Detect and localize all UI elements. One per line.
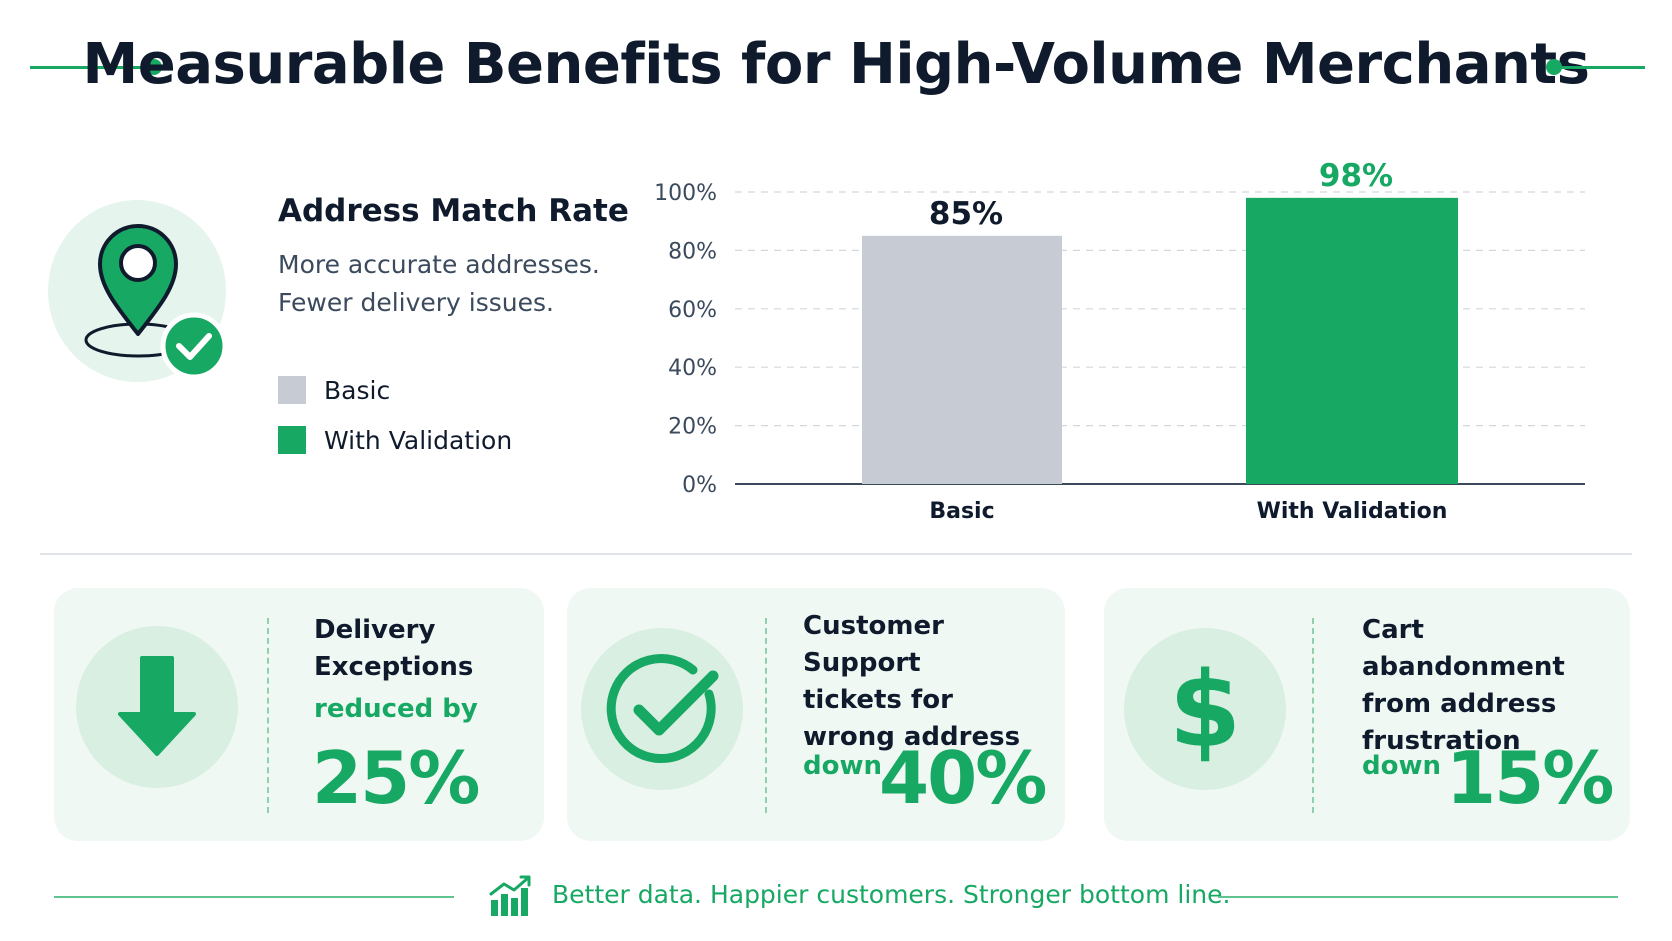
card-qualifier: down — [1362, 751, 1442, 781]
match-rate-bar-chart: 0% 20% 40% 60% 80% 100% 85% Basic 98% With Valida… — [654, 158, 1585, 524]
card-value: 25% — [312, 736, 480, 820]
legend-label-with-validation: With Validation — [324, 425, 513, 455]
page-title: Measurable Benefits for High-Volume Merc… — [82, 32, 1590, 97]
card-value: 40% — [879, 736, 1047, 820]
footer-line-right — [1218, 896, 1618, 898]
card-qualifier: down — [803, 751, 883, 781]
match-rate-title: Address Match Rate — [278, 193, 629, 229]
y-tick-label: 0% — [682, 473, 717, 498]
y-tick-label: 100% — [654, 181, 717, 206]
card-divider — [267, 618, 269, 813]
y-tick-label: 80% — [668, 239, 717, 264]
card-label-line2: tickets for — [803, 685, 953, 715]
growth-chart-icon — [489, 875, 531, 916]
card-label-line2: from address — [1362, 689, 1557, 719]
card-divider — [1312, 618, 1314, 813]
chart-legend: Basic With Validation — [278, 365, 512, 465]
footer-tagline: Better data. Happier customers. Stronger… — [552, 880, 1231, 909]
legend-item-basic: Basic — [278, 365, 512, 415]
card-label-line1: Delivery — [314, 615, 436, 645]
stat-card-support-tickets: Customer Support tickets for wrong addre… — [567, 588, 1065, 841]
checkmark-circle-icon — [581, 628, 743, 790]
x-tick-label: Basic — [929, 499, 994, 524]
header: Measurable Benefits for High-Volume Merc… — [0, 20, 1672, 110]
card-value: 15% — [1446, 736, 1614, 820]
legend-item-with-validation: With Validation — [278, 415, 512, 465]
bar-value-label: 98% — [1319, 158, 1393, 194]
arrow-down-icon — [76, 626, 238, 788]
card-divider — [765, 618, 767, 813]
footer-line-left — [54, 896, 454, 898]
card-label-line1: Customer Support — [803, 611, 944, 678]
match-rate-subtitle-line2: Fewer delivery issues. — [278, 288, 554, 317]
match-rate-subtitle: More accurate addresses. Fewer delivery … — [278, 246, 618, 322]
card-label-line3: frustration — [1362, 726, 1521, 756]
card-qualifier: reduced by — [314, 694, 478, 724]
card-label-line2: Exceptions — [314, 652, 474, 682]
header-dot-right — [1546, 59, 1562, 75]
legend-label-basic: Basic — [324, 375, 391, 405]
svg-text:$: $ — [1169, 649, 1241, 771]
card-label-line1: Cart abandonment — [1362, 615, 1565, 682]
legend-swatch-basic — [278, 376, 306, 404]
header-line-left — [30, 66, 155, 69]
card-label-line3: wrong address — [803, 722, 1021, 752]
dollar-sign-icon: $ — [1124, 628, 1286, 790]
y-tick-label: 20% — [668, 415, 717, 440]
bar-basic — [862, 235, 1062, 484]
card-text: Cart abandonment from address frustratio… — [1362, 612, 1630, 760]
y-tick-label: 60% — [668, 298, 717, 323]
header-line-right — [1555, 66, 1645, 69]
card-text: Customer Support tickets for wrong addre… — [803, 608, 1065, 756]
bar-with-validation — [1246, 197, 1458, 484]
stat-card-delivery-exceptions: Delivery Exceptions reduced by 25% — [54, 588, 544, 841]
match-rate-subtitle-line1: More accurate addresses. — [278, 250, 600, 279]
location-pin-check-icon — [48, 200, 226, 382]
legend-swatch-with-validation — [278, 426, 306, 454]
bar-value-label: 85% — [929, 196, 1003, 232]
x-tick-label: With Validation — [1257, 499, 1448, 524]
stat-card-cart-abandonment: $ Cart abandonment from address frustrat… — [1104, 588, 1630, 841]
y-tick-label: 40% — [668, 356, 717, 381]
section-divider — [40, 553, 1632, 555]
header-dot-left — [146, 59, 162, 75]
card-text: Delivery Exceptions — [314, 612, 473, 686]
